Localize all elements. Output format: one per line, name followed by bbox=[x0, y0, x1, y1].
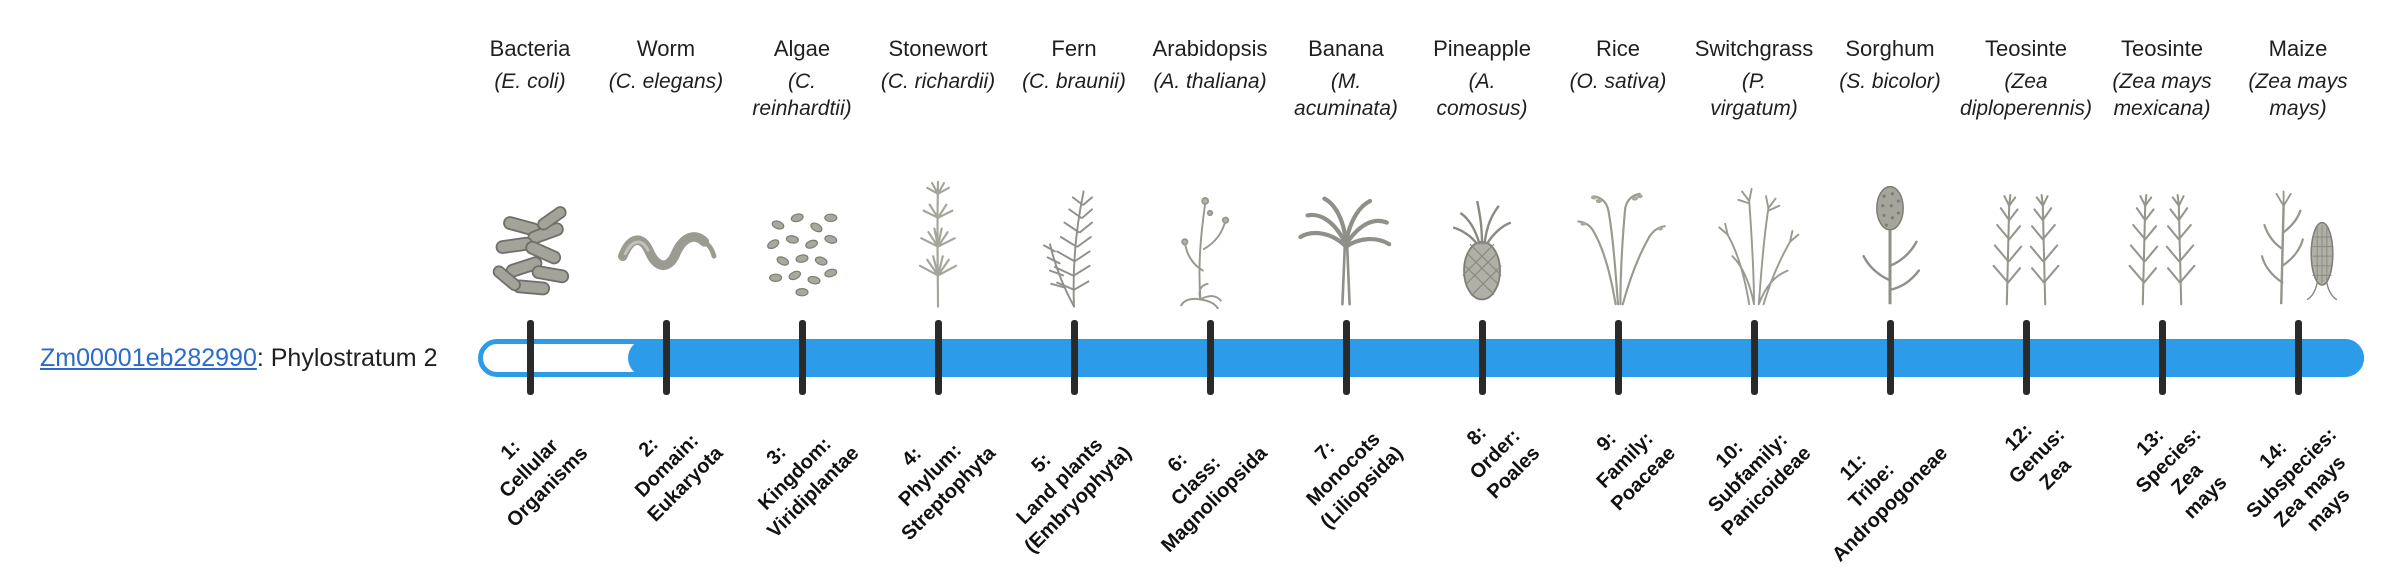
organism-scientific-name: (P. virgatum) bbox=[1710, 70, 1798, 121]
gene-id-link[interactable]: Zm00001eb282990 bbox=[40, 344, 257, 372]
organism-common-name: Banana bbox=[1308, 36, 1384, 61]
timeline-tick-9 bbox=[1614, 320, 1622, 395]
phylostratum-label-8: 8: Order: Poales bbox=[1462, 421, 1544, 504]
timeline-tick-2 bbox=[662, 320, 670, 395]
phylostratum-label-11: 11: Tribe: Andropogoneae bbox=[1827, 442, 1952, 567]
timeline-tick-8 bbox=[1478, 320, 1486, 395]
organism-scientific-name: (C. richardii) bbox=[880, 70, 996, 93]
organism-common-name: Rice bbox=[1595, 36, 1640, 61]
phylostratum-label-3: 3: Kingdom: Viridiplantae bbox=[754, 433, 864, 543]
stonewort-illustration bbox=[878, 165, 998, 309]
phylostratum-label-14: 14: Subspecies: Zea mays mays bbox=[2242, 423, 2355, 536]
timeline-tick-12 bbox=[2022, 320, 2030, 395]
organism-scientific-name: (O. sativa) bbox=[1569, 70, 1667, 93]
organism-common-name: Stonewort bbox=[888, 36, 988, 61]
organism-common-name: Maize bbox=[2268, 36, 2328, 61]
organism-scientific-name: (A. thaliana) bbox=[1153, 70, 1267, 93]
arabidopsis-illustration bbox=[1150, 165, 1270, 312]
banana-illustration bbox=[1286, 165, 1406, 309]
phylostratum-label-7: 7: Monocots (Liliopsida) bbox=[1302, 428, 1408, 534]
organism-common-name: Pineapple bbox=[1433, 36, 1531, 61]
organism-scientific-name: (S. bicolor) bbox=[1839, 70, 1941, 93]
timeline-tick-14 bbox=[2294, 320, 2302, 395]
organism-scientific-name: (A. comosus) bbox=[1436, 70, 1528, 121]
pineapple-illustration bbox=[1422, 165, 1542, 309]
timeline-tick-3 bbox=[798, 320, 806, 395]
organism-scientific-name: (E. coli) bbox=[494, 70, 566, 93]
organism-common-name: Algae bbox=[773, 36, 831, 61]
teosinte-illustration bbox=[1966, 165, 2086, 309]
phylostratum-label-12: 12: Genus: Zea bbox=[2000, 419, 2076, 495]
phylostratum-label-4: 4: Phylum: Streptophyta bbox=[894, 439, 1000, 545]
sorghum-illustration bbox=[1830, 165, 1950, 309]
organism-scientific-name: (C. braunii) bbox=[1022, 70, 1126, 93]
timeline-tick-1 bbox=[526, 320, 534, 395]
organism-common-name: Sorghum bbox=[1845, 36, 1935, 61]
timeline-bar-fill bbox=[628, 339, 2364, 377]
maize-illustration bbox=[2238, 165, 2358, 309]
phylostratum-label-10: 10: Subfamily: Panicoideae bbox=[1704, 428, 1816, 541]
organism-common-name: Fern bbox=[1051, 36, 1097, 61]
organism-common-name: Teosinte bbox=[2121, 36, 2203, 61]
fern-illustration bbox=[1014, 165, 1134, 309]
timeline-tick-4 bbox=[934, 320, 942, 395]
timeline-tick-6 bbox=[1206, 320, 1214, 395]
phylostratum-label-13: 13: Species: Zea mays bbox=[2131, 423, 2232, 524]
phylostratum-label-9: 9: Family: Poaceae bbox=[1592, 427, 1680, 516]
timeline-tick-7 bbox=[1342, 320, 1350, 395]
organism-scientific-name: (Zea diploperennis) bbox=[1960, 70, 2092, 121]
organism-common-name: Teosinte bbox=[1985, 36, 2067, 61]
phylostratum-label-6: 6: Class: Magnoliopsida bbox=[1157, 442, 1272, 557]
organism-common-name: Bacteria bbox=[489, 36, 571, 61]
organism-scientific-name: (C. reinhardtii) bbox=[752, 70, 852, 121]
timeline-tick-13 bbox=[2158, 320, 2166, 395]
organism-scientific-name: (Zea mays mays) bbox=[2248, 70, 2348, 121]
organism-common-name: Switchgrass bbox=[1694, 36, 1814, 61]
organism-scientific-name: (Zea mays mexicana) bbox=[2112, 70, 2212, 121]
bacteria-illustration bbox=[470, 165, 590, 309]
timeline-tick-5 bbox=[1070, 320, 1078, 395]
organism-scientific-name: (C. elegans) bbox=[608, 70, 724, 93]
gene-label: Zm00001eb282990: Phylostratum 2 bbox=[40, 344, 438, 373]
phylostratum-label-5: 5: Land plants (Embryophyta) bbox=[1012, 434, 1136, 558]
timeline-tick-11 bbox=[1886, 320, 1894, 395]
phylostratum-label-2: 2: Domain: Eukaryota bbox=[631, 429, 728, 527]
organism-common-name: Arabidopsis bbox=[1152, 36, 1268, 61]
teosinte-illustration bbox=[2102, 165, 2222, 309]
organism-scientific-name: (M. acuminata) bbox=[1294, 70, 1398, 121]
rice-illustration bbox=[1558, 165, 1678, 309]
phylostratum-label-1: 1: Cellular Organisms bbox=[494, 434, 592, 532]
gene-phylostratum-text: : Phylostratum 2 bbox=[256, 344, 438, 372]
timeline-tick-10 bbox=[1750, 320, 1758, 395]
organism-common-name: Worm bbox=[636, 36, 696, 61]
switchgrass-illustration bbox=[1694, 165, 1814, 309]
algae-illustration bbox=[742, 165, 862, 309]
worm-illustration bbox=[606, 165, 726, 309]
